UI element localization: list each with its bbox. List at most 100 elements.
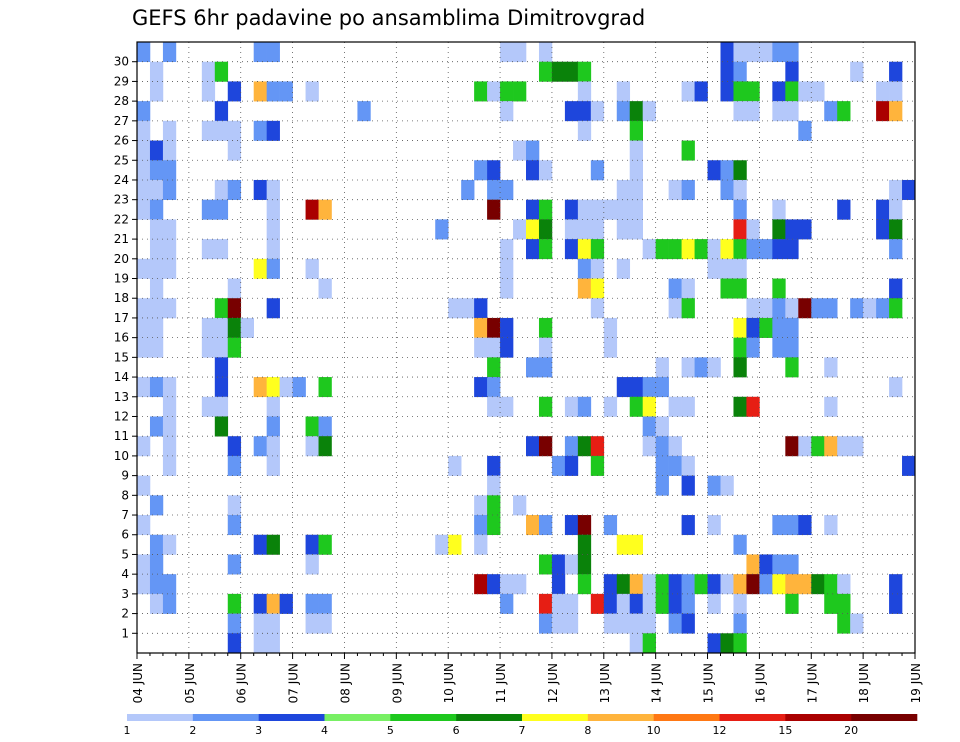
heatmap-cell — [487, 377, 501, 398]
heatmap-cell — [616, 593, 631, 614]
heatmap-cell — [149, 258, 164, 279]
heatmap-cell — [798, 81, 812, 102]
heatmap-cell — [500, 593, 514, 614]
heatmap-cell — [772, 298, 786, 319]
heatmap-cell — [889, 239, 903, 260]
heatmap-cell — [655, 377, 669, 398]
heatmap-cell — [655, 239, 669, 260]
heatmap-cell — [850, 298, 864, 319]
heatmap-cell — [876, 81, 890, 102]
color-legend: 1 2 3 4 5 6 7 8 10 12 15 20 — [124, 714, 918, 737]
y-tick-label: 1 — [121, 626, 129, 640]
heatmap-cell — [577, 554, 592, 575]
heatmap-cell — [603, 515, 618, 536]
heatmap-cell — [487, 495, 501, 516]
heatmap-cell — [577, 81, 592, 102]
heatmap-cell — [668, 574, 682, 595]
heatmap-cell — [681, 179, 695, 200]
heatmap-cell — [668, 436, 682, 457]
heatmap-cell — [772, 515, 786, 536]
heatmap-cells — [137, 42, 916, 654]
heatmap-cell — [629, 574, 643, 595]
y-tick-label: 9 — [121, 469, 129, 483]
x-tick-label: 12 JUN — [546, 663, 560, 703]
heatmap-cell — [733, 61, 747, 82]
heatmap-cell — [564, 515, 579, 536]
x-tick-label: 07 JUN — [287, 663, 301, 703]
heatmap-cell — [513, 574, 527, 595]
heatmap-cell — [149, 239, 164, 260]
heatmap-cell — [318, 278, 332, 299]
y-tick-label: 16 — [114, 331, 129, 345]
heatmap-cell — [681, 278, 695, 299]
heatmap-cell — [564, 613, 579, 634]
heatmap-cell — [655, 475, 669, 496]
heatmap-cell — [227, 613, 242, 634]
heatmap-cell — [214, 377, 229, 398]
heatmap-cell — [137, 199, 151, 220]
x-tick-label: 04 JUN — [131, 663, 145, 703]
x-tick-label: 13 JUN — [598, 663, 612, 703]
y-tick-label: 5 — [121, 547, 129, 561]
heatmap-cell — [305, 613, 319, 634]
y-tick-label: 29 — [114, 74, 129, 88]
heatmap-cell — [487, 199, 501, 220]
legend-label: 20 — [844, 724, 858, 737]
heatmap-cell — [253, 81, 267, 102]
heatmap-cell — [668, 298, 682, 319]
heatmap-cell — [889, 593, 903, 614]
y-tick-label: 14 — [114, 370, 129, 384]
heatmap-cell — [590, 455, 605, 476]
heatmap-cell — [681, 298, 695, 319]
heatmap-cell — [538, 593, 553, 614]
heatmap-cell — [850, 613, 864, 634]
heatmap-cell — [253, 613, 267, 634]
y-tick-label: 8 — [121, 488, 129, 502]
heatmap-cell — [500, 337, 514, 358]
heatmap-cell — [876, 101, 890, 122]
heatmap-cell — [824, 101, 838, 122]
heatmap-cell — [318, 436, 332, 457]
heatmap-cell — [487, 81, 501, 102]
heatmap-cell — [149, 199, 164, 220]
heatmap-cell — [629, 120, 643, 141]
heatmap-cell — [733, 534, 747, 555]
heatmap-cell — [538, 199, 553, 220]
y-tick-label: 30 — [114, 55, 129, 69]
heatmap-cell — [474, 495, 488, 516]
heatmap-cell — [655, 436, 669, 457]
heatmap-cell — [448, 534, 462, 555]
heatmap-cell — [720, 179, 734, 200]
heatmap-cell — [577, 515, 592, 536]
y-tick-label: 23 — [114, 193, 129, 207]
heatmap-cell — [551, 574, 566, 595]
heatmap-cell — [162, 416, 177, 437]
heatmap-cell — [603, 337, 618, 358]
legend-swatch — [587, 714, 654, 721]
heatmap-cell — [227, 140, 242, 161]
heatmap-cell — [564, 219, 579, 240]
chart-title: GEFS 6hr padavine po ansamblima Dimitrov… — [132, 6, 646, 30]
heatmap-cell — [253, 436, 267, 457]
heatmap-cell — [318, 534, 332, 555]
heatmap-cell — [513, 81, 527, 102]
heatmap-cell — [811, 81, 825, 102]
heatmap-cell — [526, 436, 540, 457]
heatmap-cell — [824, 436, 838, 457]
heatmap-cell — [201, 120, 216, 141]
heatmap-cell — [772, 42, 786, 63]
heatmap-cell — [162, 258, 177, 279]
heatmap-cell — [487, 317, 501, 338]
heatmap-cell — [500, 317, 514, 338]
heatmap-cell — [162, 534, 177, 555]
heatmap-cell — [551, 455, 566, 476]
heatmap-cell — [500, 396, 514, 417]
heatmap-cell — [759, 317, 773, 338]
heatmap-cell — [162, 396, 177, 417]
x-tick-label: 10 JUN — [442, 663, 456, 703]
y-tick-label: 13 — [114, 390, 129, 404]
heatmap-cell — [642, 436, 656, 457]
legend-label: 10 — [647, 724, 661, 737]
heatmap-cell — [461, 179, 475, 200]
heatmap-cell — [746, 396, 760, 417]
